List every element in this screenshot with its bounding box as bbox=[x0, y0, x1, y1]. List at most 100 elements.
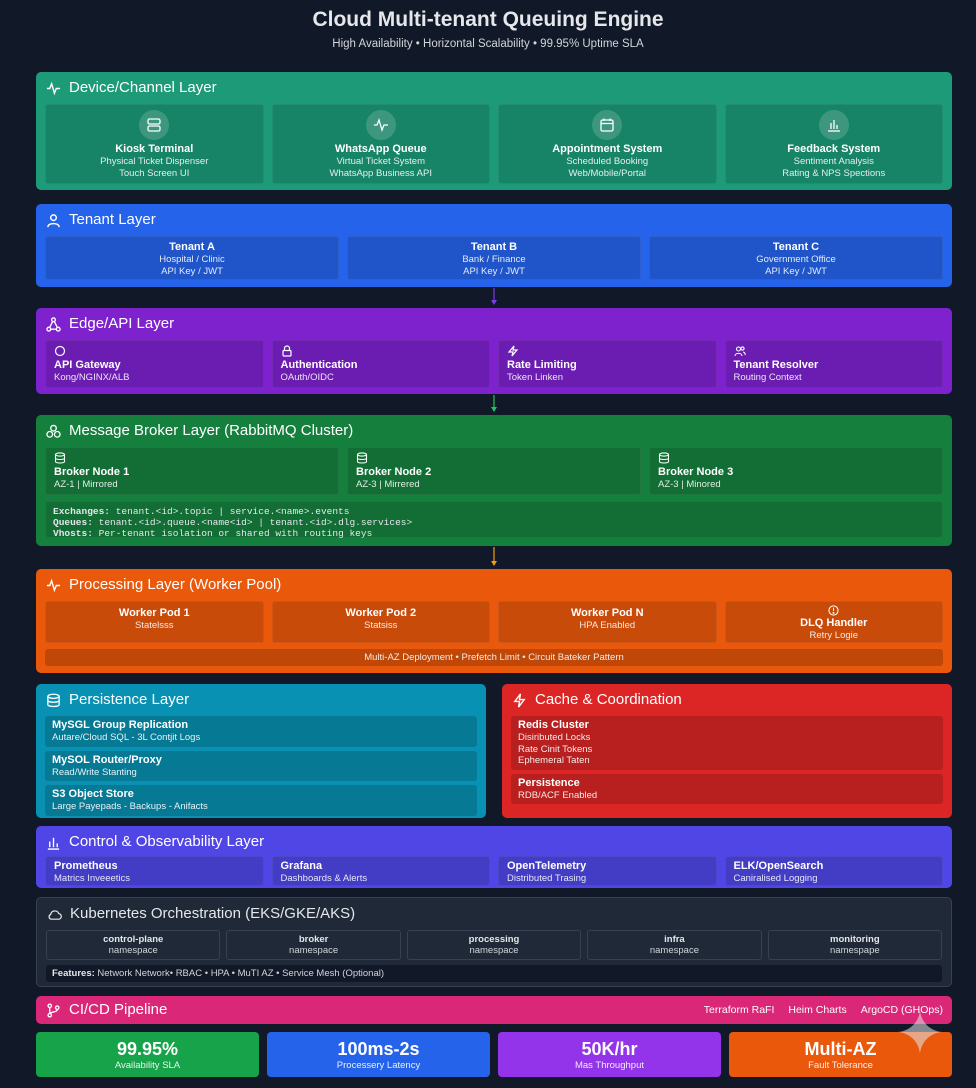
cache-layer-header: Cache & Coordination bbox=[512, 690, 943, 710]
device-channel-layer: Device/Channel Layer Kiosk Terminal Phys… bbox=[36, 72, 952, 190]
processing-layer-title: Processing Layer (Worker Pool) bbox=[69, 576, 282, 593]
card-name: Tenant C bbox=[772, 241, 820, 253]
user-icon bbox=[47, 213, 60, 227]
appointment-system-card: Appointment System Scheduled Booking Web… bbox=[498, 104, 717, 184]
broker-node-card: Broker Node 2 AZ-3 | Mirrered bbox=[347, 447, 641, 495]
card-detail: Sentiment Analysis bbox=[793, 156, 874, 167]
card-detail: Disiributed Locks bbox=[518, 732, 591, 743]
card-name: Broker Node 2 bbox=[356, 466, 432, 478]
cicd-title: CI/CD Pipeline bbox=[69, 1001, 168, 1018]
processing-layer-header: Processing Layer (Worker Pool) bbox=[46, 575, 943, 595]
broker-node-card: Broker Node 3 AZ-3 | Minored bbox=[649, 447, 943, 495]
config-line: Exchanges: tenant.<id>.topic | service.<… bbox=[53, 506, 935, 517]
config-line: Queues: tenant.<id>.queue.<name<id> | te… bbox=[53, 517, 935, 528]
card-name: API Gateway bbox=[54, 359, 121, 371]
namespace-card: monitoring namespape bbox=[767, 930, 943, 960]
diagram-header: Cloud Multi-tenant Queuing Engine High A… bbox=[0, 6, 976, 50]
metric-availability: 99.95% Availability SLA bbox=[36, 1032, 259, 1077]
database-icon bbox=[54, 452, 66, 464]
card-name: DLQ Handler bbox=[800, 617, 868, 629]
card-name: Persistence bbox=[518, 776, 580, 789]
namespace-name: control-plane bbox=[103, 934, 164, 945]
broker-node-card: Broker Node 1 AZ-1 | Mirrored bbox=[45, 447, 339, 495]
card-detail: Caniralised Logging bbox=[733, 873, 818, 884]
redis-persistence-card: Persistence RDB/ACF Enabled bbox=[511, 773, 943, 804]
mysql-replication-card: MySGL Group Replication Autare/Cloud SQL… bbox=[45, 716, 477, 747]
card-name: S3 Object Store bbox=[52, 788, 134, 800]
card-detail: Distributed Trasing bbox=[507, 873, 587, 884]
cluster-icon bbox=[46, 424, 61, 438]
features-key: Features: bbox=[52, 968, 95, 979]
namespace-label: namespape bbox=[830, 945, 880, 956]
metric-value: 99.95% bbox=[116, 1039, 179, 1059]
card-name: Grafana bbox=[280, 860, 323, 872]
tenant-layer: Tenant Layer Tenant A Hospital / Clinic … bbox=[36, 204, 952, 287]
card-name: Worker Pod 1 bbox=[118, 607, 190, 619]
device-layer-title: Device/Channel Layer bbox=[69, 79, 217, 96]
cache-coordination-layer: Cache & Coordination Redis Cluster Disir… bbox=[502, 684, 952, 818]
cache-layer-title: Cache & Coordination bbox=[535, 691, 682, 708]
zap-icon bbox=[513, 693, 526, 707]
mysql-router-card: MySOL Router/Proxy Read/Write Stanting bbox=[45, 750, 477, 781]
card-detail: AZ-3 | Minored bbox=[658, 479, 721, 490]
control-layer-title: Control & Observability Layer bbox=[69, 833, 265, 850]
card-detail: Bank / Finance bbox=[462, 254, 526, 265]
processing-footer: Multi-AZ Deployment • Prefetch Limit • C… bbox=[45, 649, 943, 666]
card-name: MySOL Router/Proxy bbox=[52, 753, 162, 766]
broker-layer-title: Message Broker Layer (RabbitMQ Cluster) bbox=[69, 422, 354, 439]
tenant-c-card: Tenant C Government Office API Key / JWT bbox=[649, 236, 943, 280]
card-name: Prometheus bbox=[54, 860, 118, 872]
card-detail: API Key / JWT bbox=[765, 266, 827, 277]
config-value: tenant.<id>.topic | service.<name>.event… bbox=[115, 506, 350, 517]
cloud-icon bbox=[48, 909, 62, 920]
namespace-card: infra namespace bbox=[587, 930, 762, 960]
card-detail: Read/Write Stanting bbox=[52, 766, 137, 778]
cicd-tool: ArgoCD (GHOps) bbox=[860, 1004, 943, 1016]
card-detail: OAuth/OIDC bbox=[280, 372, 334, 383]
activity-icon bbox=[46, 81, 61, 95]
metric-label: Processery Latency bbox=[336, 1060, 421, 1071]
card-detail: Autare/Cloud SQL - 3L Contjit Logs bbox=[52, 732, 201, 743]
calendar-icon bbox=[592, 110, 623, 140]
card-name: Broker Node 1 bbox=[54, 466, 130, 478]
control-layer-header: Control & Observability Layer bbox=[46, 832, 943, 852]
persistence-layer: Persistence Layer MySGL Group Replicatio… bbox=[36, 684, 486, 818]
diagram-title: Cloud Multi-tenant Queuing Engine bbox=[312, 8, 664, 31]
card-name: Appointment System bbox=[552, 143, 663, 155]
card-detail: Token Linken bbox=[507, 372, 563, 383]
elk-opensearch-card: ELK/OpenSearch Caniralised Logging bbox=[724, 856, 943, 886]
card-detail: Routing Context bbox=[733, 372, 802, 383]
card-detail: Rate Cinit Tokens bbox=[518, 743, 593, 755]
config-line: Vhosts: Per-tenant isolation or shared w… bbox=[53, 528, 935, 539]
alert-circle-icon bbox=[828, 605, 839, 616]
bar-chart-icon bbox=[818, 110, 849, 140]
flow-arrow bbox=[489, 395, 499, 413]
card-detail: Ephemeral Taten bbox=[518, 755, 590, 766]
card-name: Worker Pod N bbox=[570, 607, 644, 619]
metric-value: 100ms-2s bbox=[337, 1039, 420, 1059]
namespace-label: namespace bbox=[649, 945, 699, 956]
worker-pod-card: Worker Pod N HPA Enabled bbox=[498, 601, 717, 643]
persistence-layer-header: Persistence Layer bbox=[46, 690, 477, 710]
whatsapp-queue-card: WhatsApp Queue Virtual Ticket System Wha… bbox=[271, 104, 490, 184]
tenant-b-card: Tenant B Bank / Finance API Key / JWT bbox=[347, 236, 641, 280]
s3-object-store-card: S3 Object Store Large Payepads - Backups… bbox=[45, 785, 477, 816]
database-icon bbox=[658, 452, 670, 464]
metric-label: Availability SLA bbox=[114, 1060, 181, 1071]
card-detail: API Key / JWT bbox=[463, 266, 525, 277]
card-detail: Web/Mobile/Portal bbox=[568, 168, 646, 179]
opentelemetry-card: OpenTelemetry Distributed Trasing bbox=[498, 856, 717, 886]
features-value: Network Network• RBAC • HPA • MuTI AZ • … bbox=[97, 968, 384, 979]
namespace-card: processing namespace bbox=[406, 930, 582, 960]
device-layer-header: Device/Channel Layer bbox=[46, 78, 943, 98]
card-detail: Dashboards & Alerts bbox=[280, 873, 368, 884]
config-key: Queues: bbox=[53, 517, 93, 528]
namespace-card: broker namespace bbox=[226, 930, 401, 960]
card-detail: Matrics Inveeetics bbox=[54, 873, 131, 884]
namespace-name: monitoring bbox=[830, 934, 880, 945]
card-detail: RDB/ACF Enabled bbox=[518, 789, 598, 801]
dlq-handler-card: DLQ Handler Retry Logie bbox=[724, 601, 943, 643]
config-value: tenant.<id>.queue.<name<id> | tenant.<id… bbox=[98, 517, 413, 528]
card-detail: HPA Enabled bbox=[579, 620, 636, 631]
cicd-header: CI/CD Pipeline bbox=[46, 1000, 704, 1020]
